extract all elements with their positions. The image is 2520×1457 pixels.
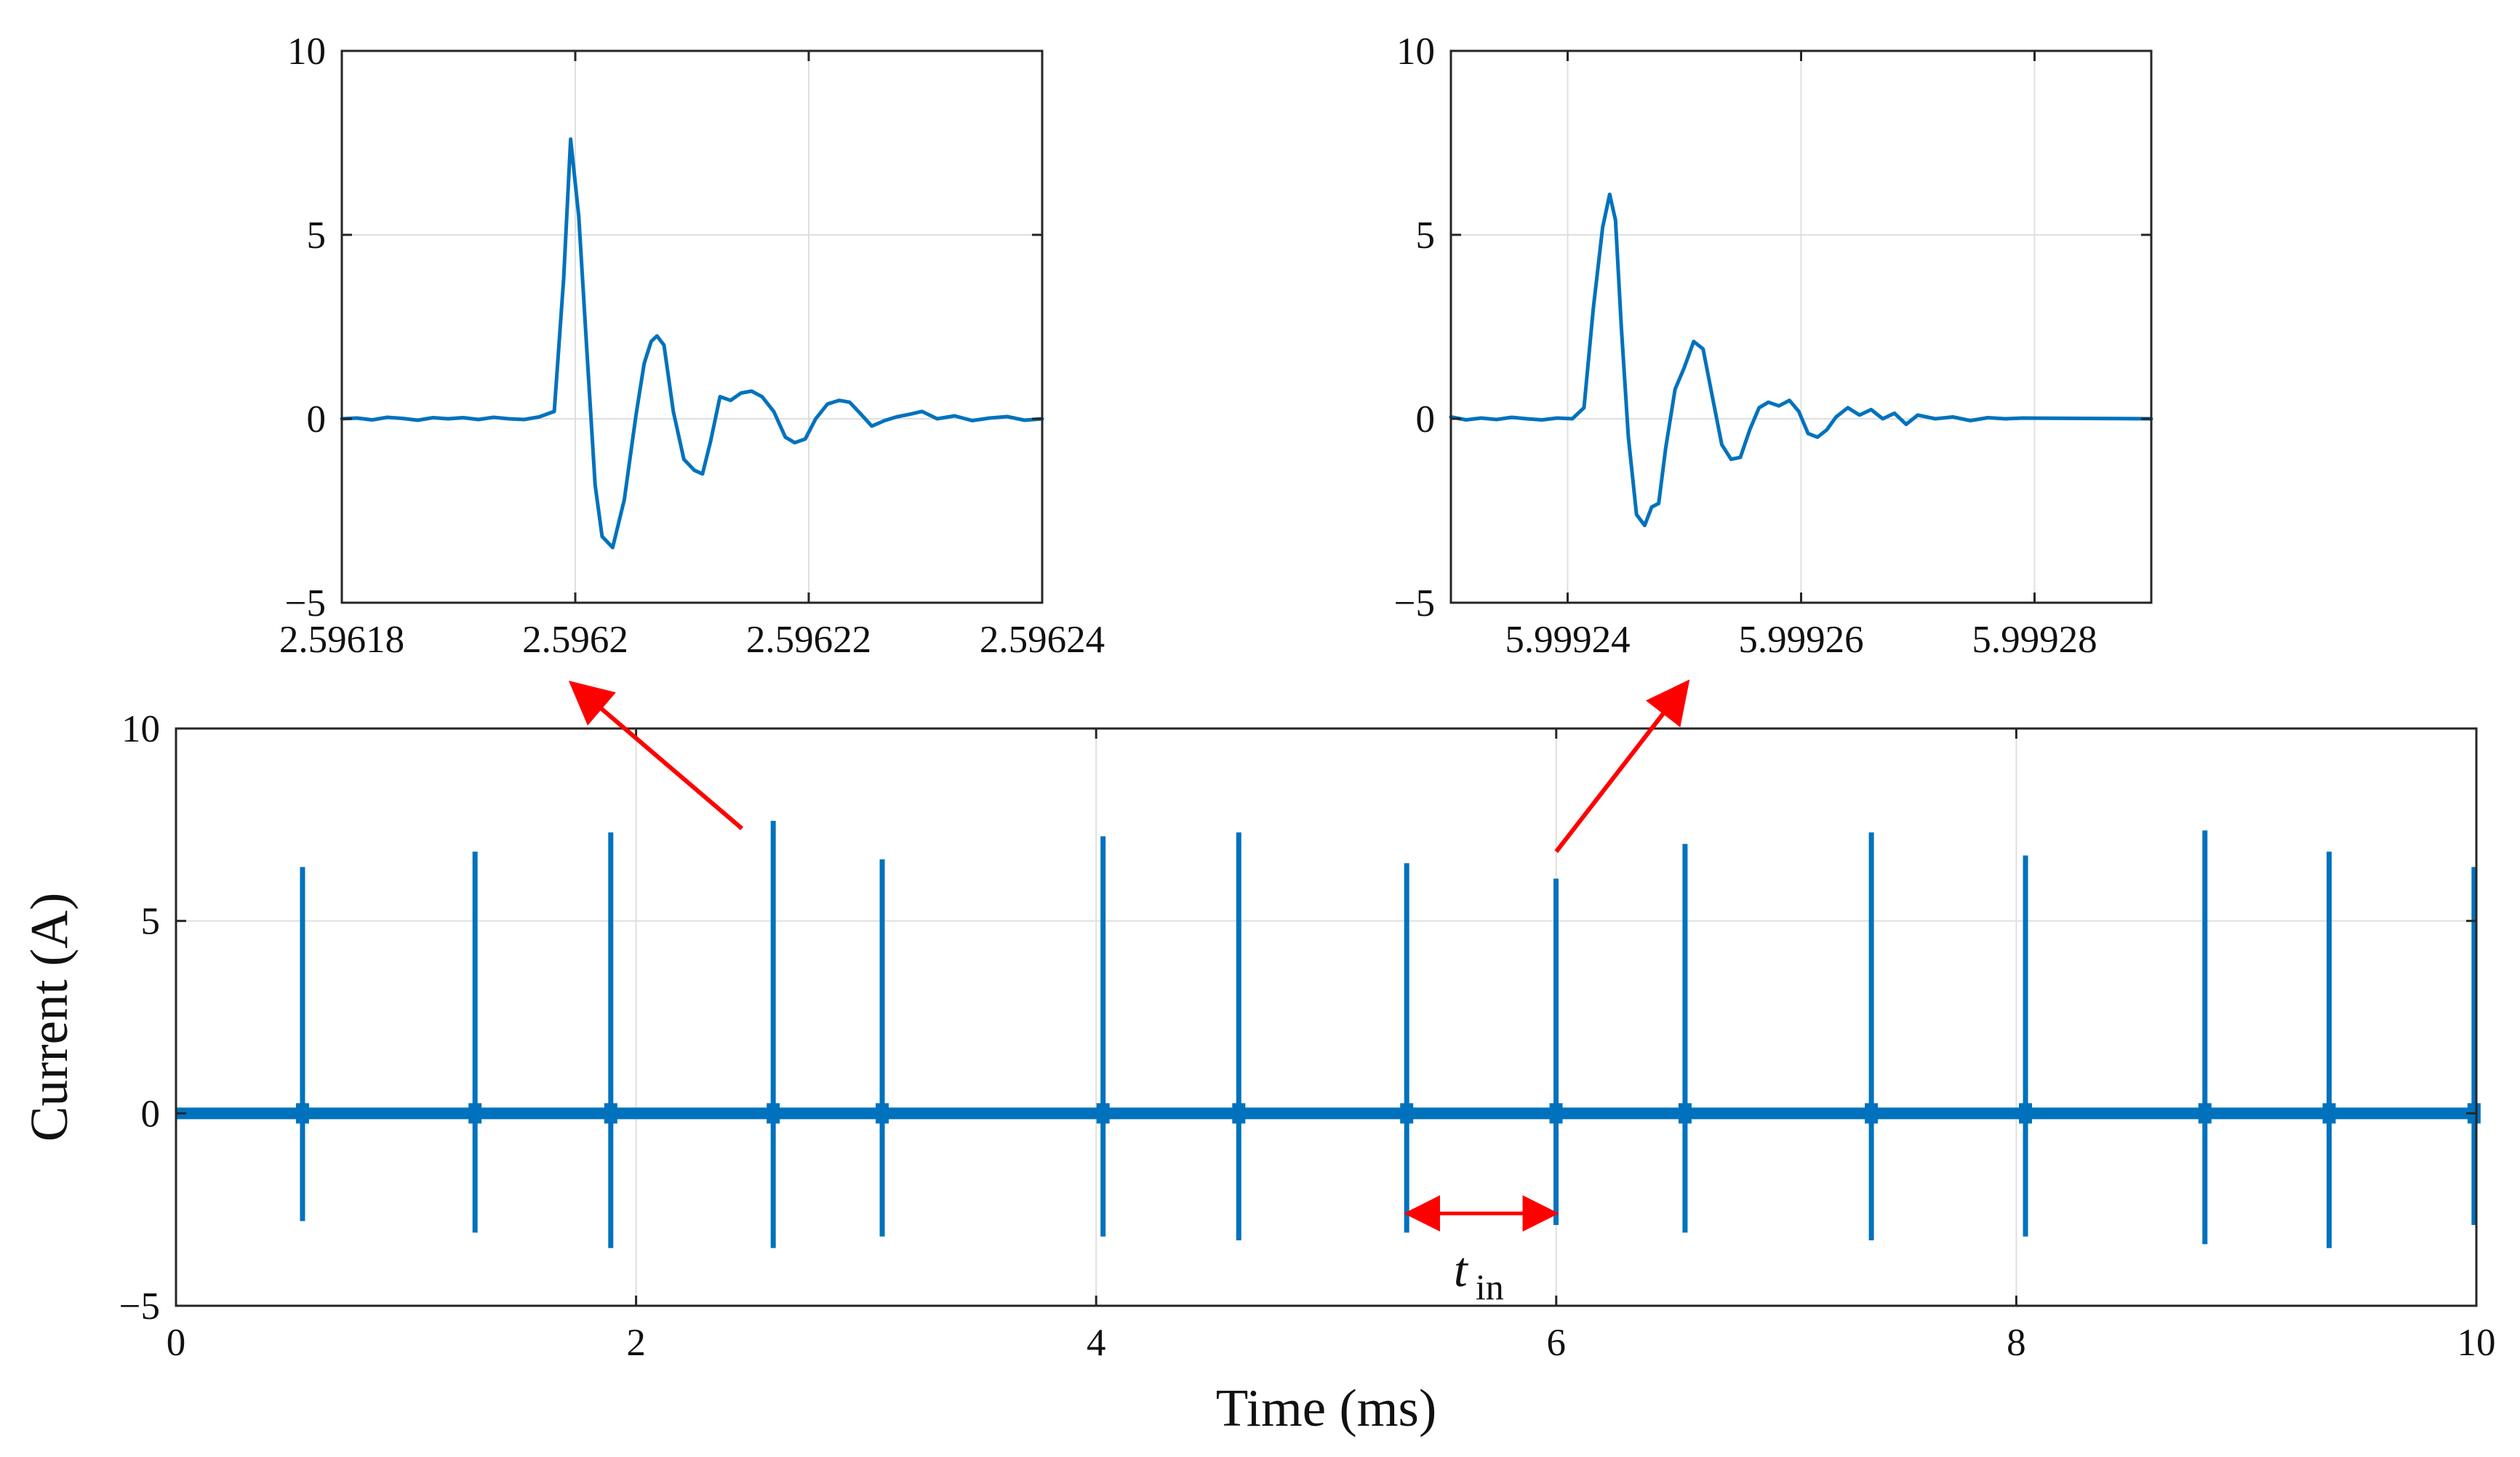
main-x-tick-label-4: 8	[2007, 1322, 2026, 1364]
pulse-base-8	[1549, 1103, 1563, 1124]
pulse-base-10	[1865, 1103, 1879, 1124]
zoom-left-plot-area	[342, 51, 1042, 603]
zoom-left-x-tick-label-0: 2.59618	[279, 619, 404, 661]
pulse-base-3	[767, 1103, 780, 1124]
zoom-right-y-tick-label-0: −5	[1394, 582, 1435, 625]
pulse-base-6	[1232, 1103, 1246, 1124]
zoom-left-x-tick-label-2: 2.59622	[746, 619, 871, 661]
zoom-left-series-line-0	[340, 137, 1044, 550]
zoom-arrow-1	[1554, 679, 1690, 854]
zoom-left-x-tick-label-3: 2.59624	[980, 619, 1105, 661]
pulse-base-4	[876, 1103, 889, 1124]
main-y-tick-label-2: 5	[141, 901, 161, 943]
main-x-tick-label-5: 10	[2457, 1322, 2496, 1364]
interval-label-subscript: in	[1476, 1267, 1504, 1307]
main-y-tick-label-0: −5	[119, 1285, 160, 1328]
pulse-base-5	[1096, 1103, 1110, 1124]
zoom-right-x-tick-label-2: 5.99928	[1972, 619, 2097, 661]
pulse-base-12	[2198, 1103, 2212, 1124]
pulse-base-2	[604, 1103, 617, 1124]
zoom-right-y-tick-label-3: 10	[1396, 31, 1435, 73]
interval-label: t	[1454, 1242, 1469, 1297]
zoom-right-y-tick-label-1: 0	[1416, 398, 1436, 441]
zoom-right-series-line-0	[1449, 192, 2153, 528]
zoom-right-y-tick-label-2: 5	[1416, 214, 1436, 257]
pulse-base-13	[2322, 1103, 2336, 1124]
main-y-tick-label-3: 10	[121, 708, 160, 750]
main-x-tick-label-3: 6	[1547, 1322, 1567, 1364]
zoom-left-y-tick-label-1: 0	[307, 398, 327, 441]
main-x-tick-label-2: 4	[1087, 1322, 1106, 1364]
zoom-left-axes-frame	[340, 49, 1044, 604]
annotation-layer: t in	[568, 679, 1690, 1307]
zoom-right-x-tick-label-1: 5.99926	[1738, 619, 1863, 661]
zoom-left-panel: 2.59618 2.5962 2.59622 2.59624 −5 0 5 10	[279, 31, 1105, 661]
zoom-left-y-tick-label-3: 10	[287, 31, 326, 73]
zoom-right-panel: 5.99924 5.99926 5.99928 −5 0 5 10	[1394, 31, 2153, 661]
x-axis-label: Time (ms)	[1216, 1378, 1437, 1437]
zoom-left-y-tick-label-0: −5	[285, 582, 326, 625]
pulse-base-11	[2019, 1103, 2033, 1124]
main-plot-area	[176, 728, 2476, 1306]
main-y-tick-label-1: 0	[141, 1093, 161, 1135]
zoom-right-x-tick-label-0: 5.99924	[1505, 619, 1630, 661]
zoom-arrow-0	[568, 681, 744, 830]
pulse-base-1	[468, 1103, 482, 1124]
pulse-base-9	[1678, 1103, 1692, 1124]
main-x-tick-label-1: 2	[626, 1322, 646, 1364]
pulse-base-7	[1400, 1103, 1414, 1124]
y-axis-label: Current (A)	[20, 893, 79, 1142]
zoom-left-x-tick-label-1: 2.5962	[522, 619, 628, 661]
main-x-tick-label-0: 0	[167, 1322, 186, 1364]
pulse-base-0	[295, 1103, 309, 1124]
zoom-left-y-tick-label-2: 5	[307, 214, 327, 257]
main-axes-frame	[175, 727, 2478, 1307]
